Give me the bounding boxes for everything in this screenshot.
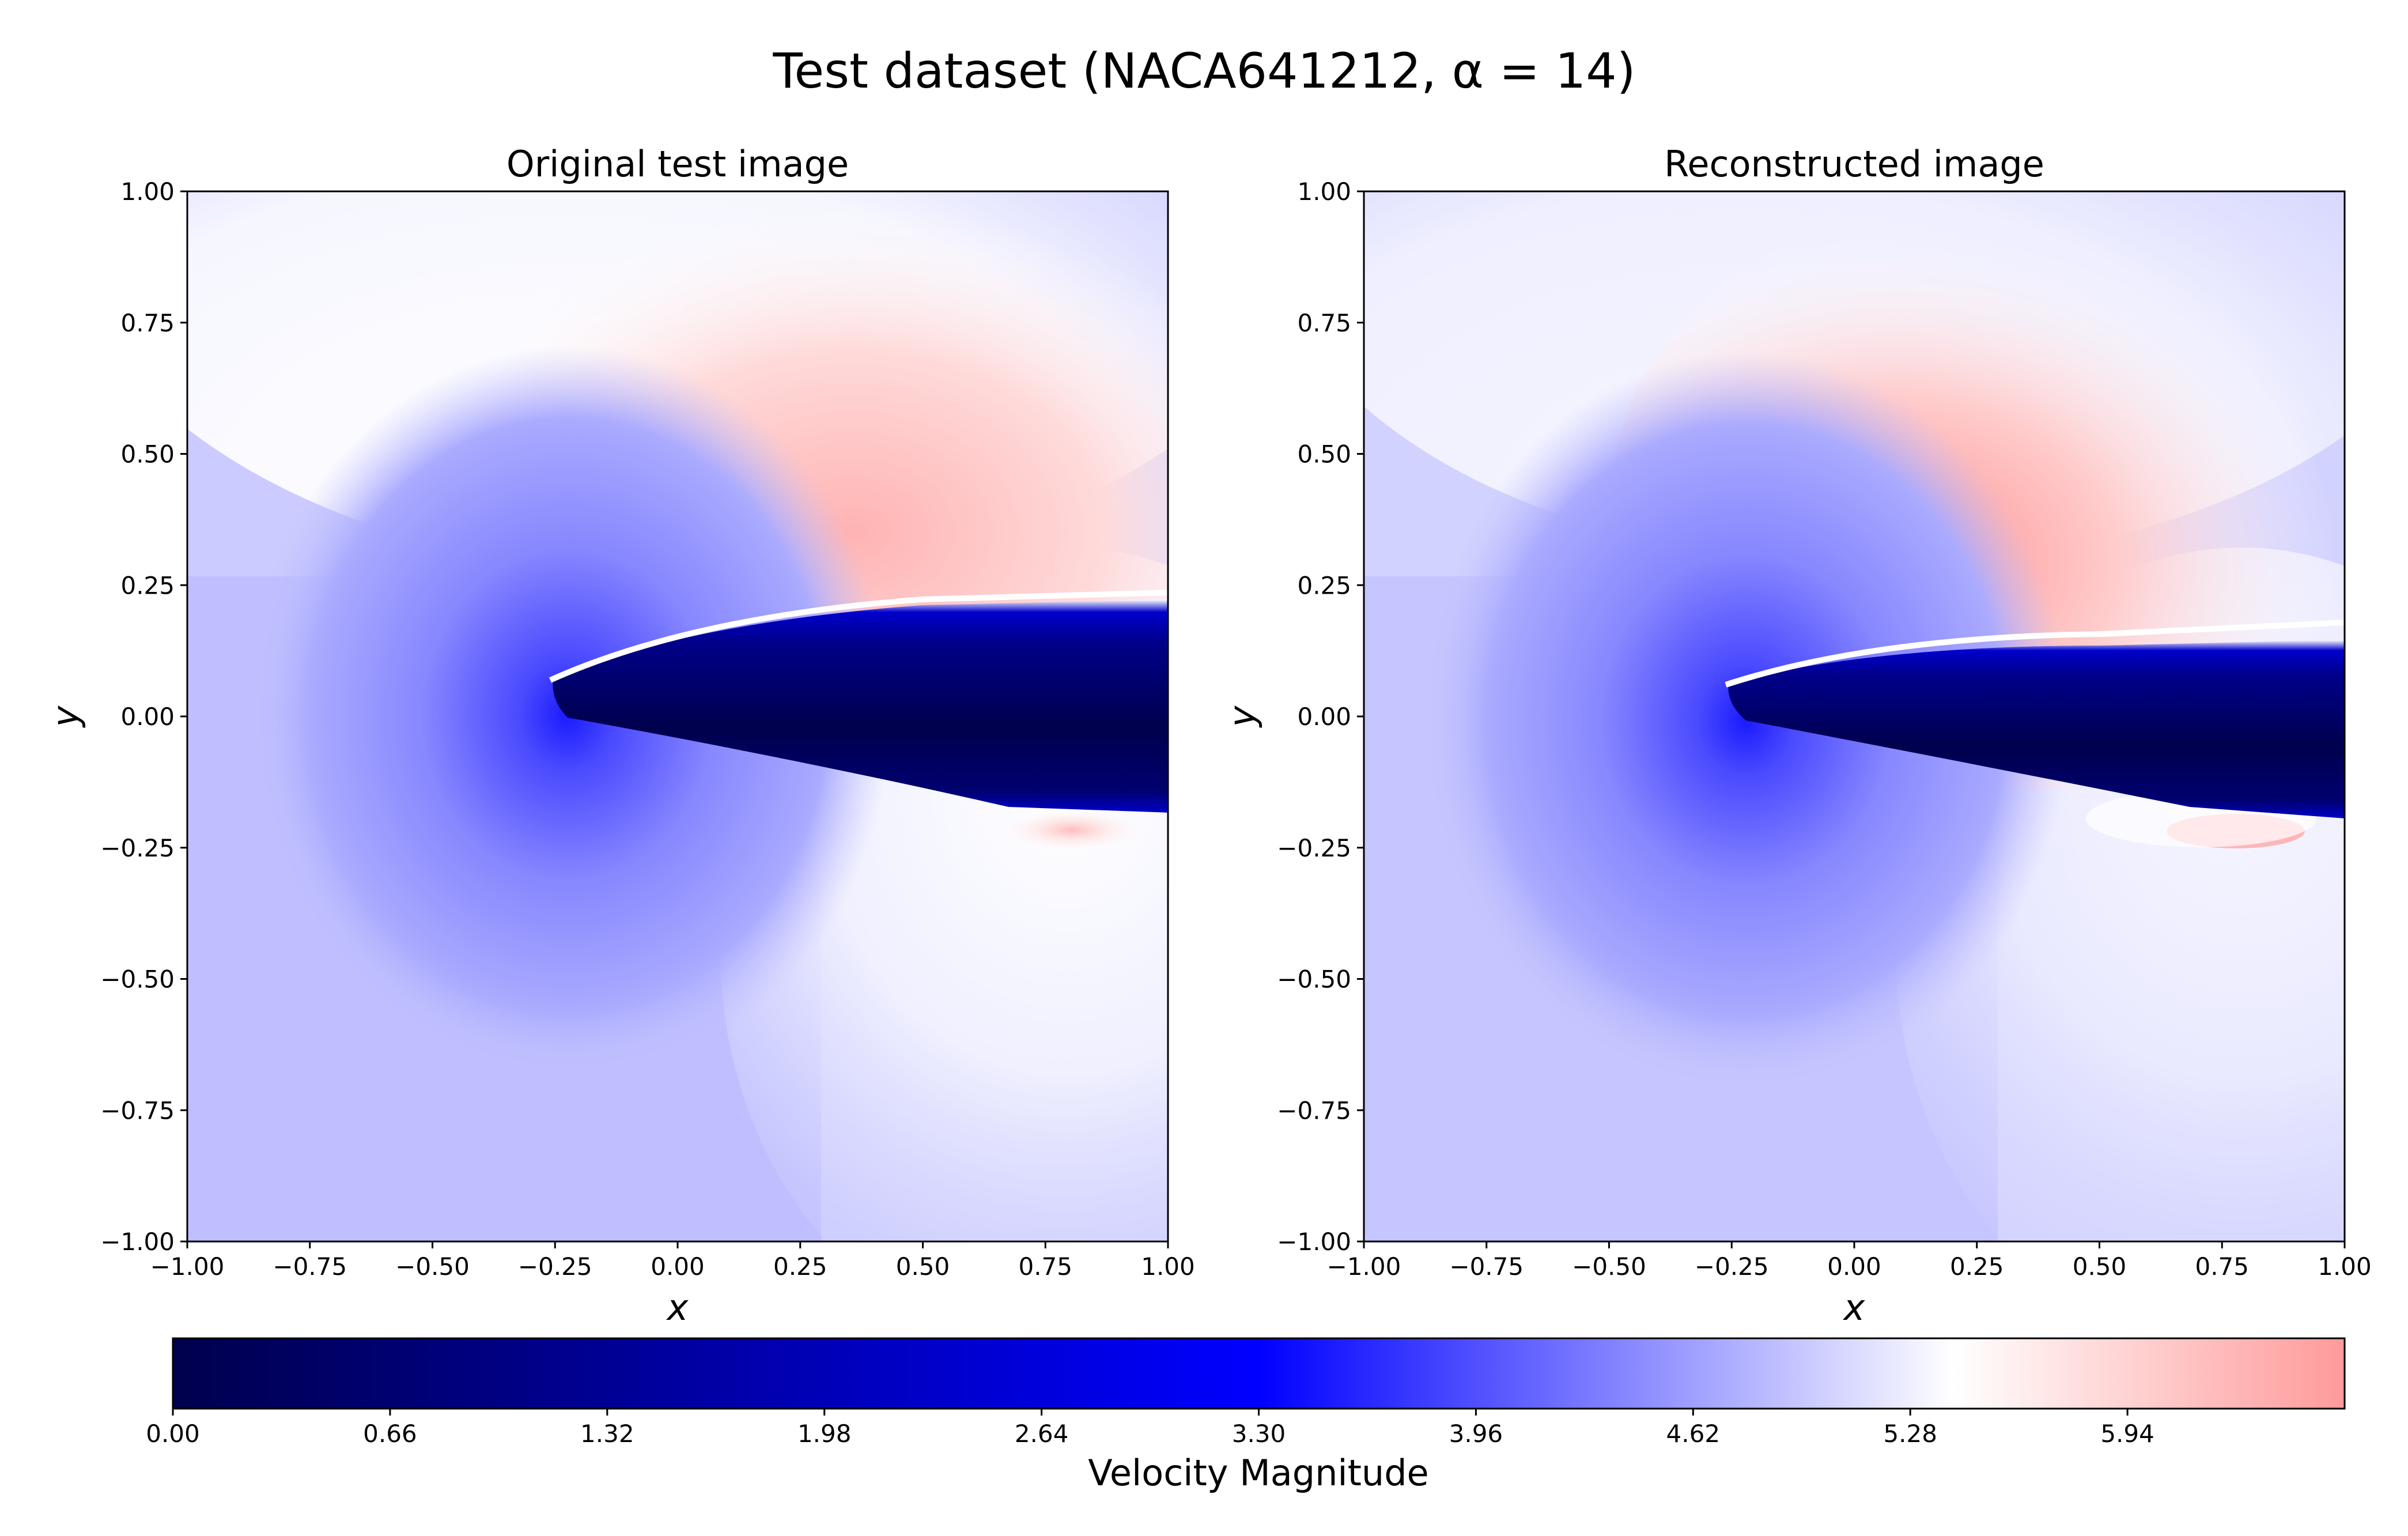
reconstructed-y-tick-label: 0.50 <box>1297 440 1351 469</box>
original-x-tick-label: 1.00 <box>1141 1252 1195 1281</box>
colorbar: 0.00 0.66 1.32 1.98 2.64 3.30 3.96 4.62 5.28 5.94… <box>146 1337 2346 1494</box>
reconstructed-y-tick-label: −0.25 <box>1277 834 1351 862</box>
original-y-tick-label: 0.75 <box>120 309 175 337</box>
original-x-ticks: −1.00 −0.75 −0.50 −0.25 0.00 0.25 0.50 0.75 1.00 <box>150 1241 1195 1281</box>
colorbar-ticks: 0.00 0.66 1.32 1.98 2.64 3.30 3.96 4.62 5.28 5.94 <box>146 1409 2154 1448</box>
original-y-tick-label: −0.75 <box>100 1096 175 1124</box>
colorbar-tick-label: 3.96 <box>1449 1420 1503 1448</box>
original-y-tick-label: −0.50 <box>100 965 175 994</box>
figure-title: Test dataset (NACA641212, α = 14) <box>773 43 1636 99</box>
original-x-axis-label: x <box>666 1286 689 1329</box>
reconstructed-y-axis-label: y <box>1221 705 1263 728</box>
colorbar-gradient <box>172 1337 2346 1410</box>
reconstructed-x-tick-label: 0.25 <box>1950 1252 2004 1281</box>
original-y-tick-label: 1.00 <box>120 178 175 206</box>
reconstructed-x-axis-label: x <box>1843 1286 1866 1329</box>
colorbar-tick-label: 1.32 <box>580 1420 634 1448</box>
reconstructed-x-tick-label: 1.00 <box>2318 1252 2372 1281</box>
original-y-tick-label: 0.50 <box>120 440 175 469</box>
reconstructed-x-tick-label: −0.75 <box>1449 1252 1524 1281</box>
reconstructed-x-tick-label: 0.50 <box>2073 1252 2127 1281</box>
original-x-tick-label: −0.25 <box>518 1252 592 1281</box>
colorbar-tick-label: 5.94 <box>2100 1420 2154 1448</box>
colorbar-tick-label: 0.66 <box>363 1420 417 1448</box>
colorbar-tick-label: 2.64 <box>1015 1420 1069 1448</box>
original-x-tick-label: −0.75 <box>273 1252 347 1281</box>
colorbar-tick-label: 1.98 <box>797 1420 852 1448</box>
reconstructed-y-tick-label: −1.00 <box>1277 1228 1351 1256</box>
reconstructed-x-ticks: −1.00 −0.75 −0.50 −0.25 0.00 0.25 0.50 0.75 1.00 <box>1327 1241 2372 1281</box>
reconstructed-y-tick-label: 1.00 <box>1297 178 1351 206</box>
original-y-tick-label: 0.00 <box>120 703 175 731</box>
original-test-image-panel: Original test image −1.00 −0.75 −0.50 −0.25… <box>44 143 1195 1329</box>
original-y-tick-label: 0.25 <box>120 571 175 599</box>
original-x-tick-label: −0.50 <box>395 1252 470 1281</box>
colorbar-label: Velocity Magnitude <box>1088 1452 1428 1494</box>
original-x-tick-label: 0.00 <box>651 1252 705 1281</box>
colorbar-tick-label: 3.30 <box>1232 1420 1286 1448</box>
reconstructed-heatmap-field <box>1364 191 2345 1241</box>
reconstructed-y-tick-label: 0.25 <box>1297 571 1351 599</box>
reconstructed-y-tick-label: −0.50 <box>1277 965 1351 994</box>
original-y-ticks: 1.00 0.75 0.50 0.25 0.00 −0.25 −0.50 −0.75 −1.00 <box>100 178 187 1256</box>
reconstructed-x-tick-label: 0.75 <box>2195 1252 2249 1281</box>
reconstructed-x-tick-label: −1.00 <box>1327 1252 1401 1281</box>
reconstructed-x-tick-label: −0.50 <box>1572 1252 1646 1281</box>
original-y-tick-label: −0.25 <box>100 834 175 862</box>
panel-title-original: Original test image <box>506 143 849 185</box>
original-wake-region <box>553 599 1168 813</box>
panel-title-reconstructed: Reconstructed image <box>1664 143 2044 185</box>
colorbar-tick-label: 4.62 <box>1666 1420 1721 1448</box>
reconstructed-y-ticks: 1.00 0.75 0.50 0.25 0.00 −0.25 −0.50 −0.75 −1.00 <box>1277 178 1364 1256</box>
reconstructed-y-tick-label: 0.00 <box>1297 703 1351 731</box>
reconstructed-y-tick-label: 0.75 <box>1297 309 1351 337</box>
reconstructed-x-tick-label: 0.00 <box>1827 1252 1881 1281</box>
original-x-tick-label: 0.75 <box>1018 1252 1072 1281</box>
original-heatmap-field <box>187 191 1168 1241</box>
original-y-tick-label: −1.00 <box>100 1228 175 1256</box>
reconstructed-x-tick-label: −0.25 <box>1695 1252 1769 1281</box>
colorbar-tick-label: 5.28 <box>1883 1420 1937 1448</box>
reconstructed-image-panel: Reconstructed image −1.00 −0.75 −0.50 −0.25… <box>1221 143 2372 1329</box>
original-x-tick-label: 0.25 <box>773 1252 827 1281</box>
original-x-tick-label: −1.00 <box>150 1252 225 1281</box>
original-x-tick-label: 0.50 <box>896 1252 950 1281</box>
original-y-axis-label: y <box>44 705 86 728</box>
colorbar-tick-label: 0.00 <box>146 1420 200 1448</box>
reconstructed-wake-region <box>1728 640 2345 818</box>
reconstructed-y-tick-label: −0.75 <box>1277 1096 1351 1124</box>
